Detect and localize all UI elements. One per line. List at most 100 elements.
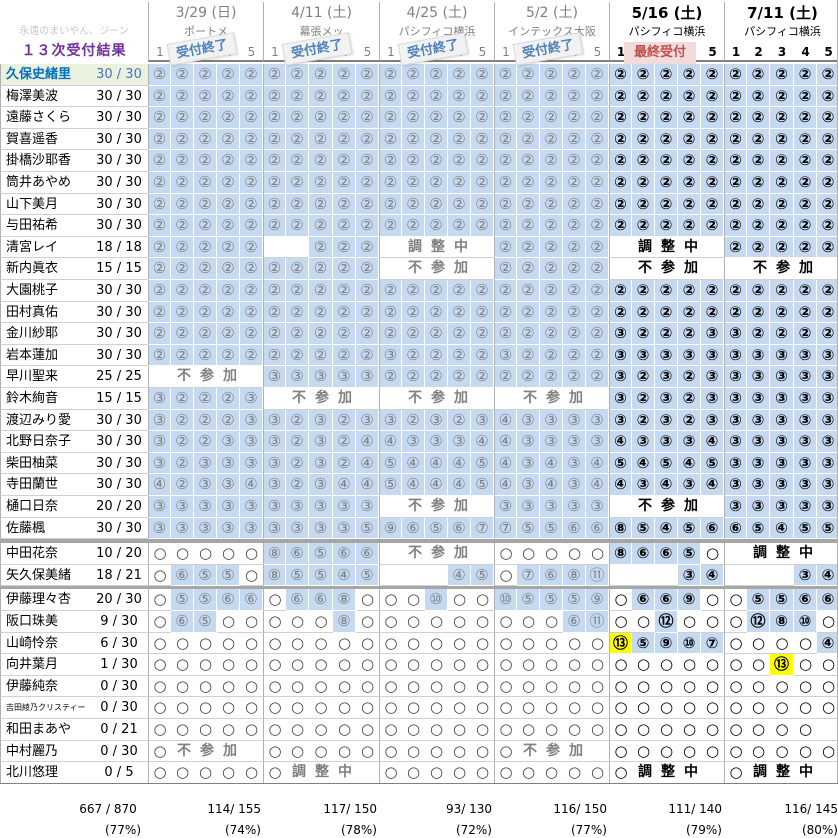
slot-cell: ②	[632, 366, 655, 388]
slot-cell: ○	[402, 676, 425, 698]
slot-cell: ②	[217, 301, 240, 324]
slot-cell: ③	[586, 496, 609, 518]
slot-cell: ②	[494, 236, 517, 259]
slot-cell: ○	[263, 740, 286, 763]
member-name: 岩本蓮加	[0, 344, 90, 367]
slot-cell: ②	[333, 409, 356, 432]
slot-cell: ②	[309, 193, 333, 216]
slot-cell: ○	[333, 741, 356, 763]
slot-cell: ④	[655, 517, 678, 540]
slot-cell: ②	[286, 172, 309, 194]
slot-cell: ②	[425, 64, 448, 86]
slot-cell: ②	[425, 85, 448, 108]
slot-cell: ②	[217, 107, 240, 129]
slot-cell: ○	[701, 589, 724, 611]
slot-cell: ②	[194, 85, 217, 108]
slot-cell: ○	[678, 611, 701, 633]
slot-cell: ②	[678, 193, 701, 216]
slot-cell: ③	[632, 431, 655, 453]
slot-cell: ②	[609, 107, 632, 129]
slot-cell: ②	[632, 215, 655, 237]
slot-cell: ○	[563, 654, 586, 676]
slot-cell: ③	[609, 388, 632, 410]
slot-cell: ②	[540, 150, 563, 172]
slot-cell: ○	[240, 543, 263, 565]
slot-cell: ○	[609, 740, 632, 763]
slot-cell: ②	[448, 150, 471, 172]
slot-cell: ②	[794, 323, 817, 345]
group-separator	[0, 539, 838, 544]
slot-cell: ②	[263, 64, 286, 86]
slot-cell: ②	[240, 128, 263, 151]
slot-cell: ②	[286, 128, 309, 151]
slot-cell: ②	[194, 172, 217, 194]
slot-cell: ④	[448, 474, 471, 496]
slot-cell: ⑫	[655, 611, 678, 633]
slot-cell: ○	[678, 676, 701, 698]
slot-cell: ③	[263, 517, 286, 540]
slot-cell: ○	[724, 740, 747, 763]
slot-cell: ②	[402, 280, 425, 302]
slot-cell: ②	[217, 150, 240, 172]
absent-label: 不参加	[379, 388, 494, 410]
slot-cell: ②	[494, 85, 517, 108]
slot-cell: ○	[333, 633, 356, 655]
member-name: 樋口日奈	[0, 496, 90, 518]
event-date-1: 3/29 (日)	[148, 2, 263, 24]
adjusting-label: 調整中	[609, 236, 724, 259]
slot-cell: ③	[724, 409, 747, 432]
slot-cell: ⑤	[770, 589, 794, 611]
member-ratio: 30 / 30	[90, 86, 148, 108]
slot-cell: ③	[747, 452, 770, 475]
slot-cell: ②	[817, 85, 838, 108]
absent-label: 不参加	[379, 496, 494, 518]
slot-cell: ②	[263, 344, 286, 367]
slot-cell: ○	[655, 719, 678, 741]
slot-number: 3	[770, 40, 794, 62]
slot-cell: ④	[609, 431, 632, 453]
slot-cell: ⑨	[655, 632, 678, 655]
slot-cell: ②	[402, 172, 425, 194]
slot-cell: ○	[286, 654, 309, 676]
absent-label: 不参加	[148, 366, 263, 388]
slot-cell: ②	[517, 323, 540, 345]
slot-cell: ②	[770, 128, 794, 151]
slot-cell: ②	[148, 172, 171, 194]
slot-cell: ⑤	[517, 589, 540, 611]
slot-cell: ○	[494, 740, 517, 763]
slot-cell: ②	[217, 85, 240, 108]
slot-cell: ○	[217, 633, 240, 655]
slot-cell	[379, 564, 402, 587]
slot-cell: ③	[171, 496, 194, 518]
table-bottom-border	[0, 782, 838, 784]
slot-cell: ②	[425, 215, 448, 237]
slot-cell: ②	[171, 172, 194, 194]
slot-cell: ②	[356, 193, 379, 216]
slot-cell: ○	[425, 741, 448, 763]
slot-cell: ②	[794, 236, 817, 259]
slot-cell: ②	[333, 452, 356, 475]
slot-cell: ②	[632, 409, 655, 432]
total-overall: 667 / 870	[79, 802, 137, 816]
slot-cell: ○	[240, 654, 263, 676]
slot-cell: ○	[286, 719, 309, 741]
slot-cell: ○	[540, 543, 563, 565]
slot-cell: ②	[655, 323, 678, 345]
slot-cell: ②	[817, 107, 838, 129]
slot-cell: ⑤	[286, 564, 309, 587]
slot-cell: ○	[425, 762, 448, 784]
slot-cell: ○	[217, 611, 240, 633]
slot-cell: ○	[263, 719, 286, 741]
slot-cell: ②	[655, 107, 678, 129]
absent-label: 不参加	[609, 258, 724, 280]
slot-cell: ②	[309, 323, 333, 345]
slot-cell: ②	[379, 128, 402, 151]
member-ratio: 0 / 5	[90, 762, 148, 784]
slot-cell: ○	[586, 676, 609, 698]
slot-cell: ⑥	[701, 517, 724, 540]
slot-cell: ③	[794, 496, 817, 518]
slot-number: 5	[356, 40, 379, 62]
absent-label: 不参加	[379, 258, 494, 280]
slot-cell: ②	[770, 172, 794, 194]
slot-cell: ②	[747, 64, 770, 86]
